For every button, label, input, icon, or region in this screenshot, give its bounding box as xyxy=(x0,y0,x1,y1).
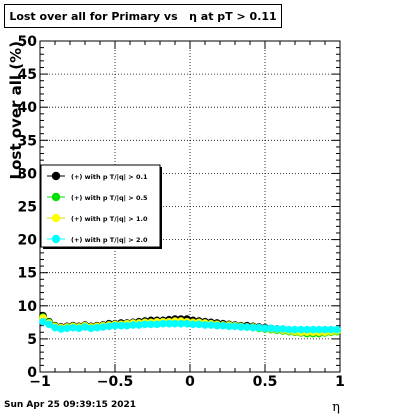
x-axis-label: η xyxy=(332,400,340,414)
legend-marker xyxy=(51,192,61,202)
y-tick-label: 15 xyxy=(18,266,37,282)
y-tick-label: 45 xyxy=(18,67,37,83)
legend-box xyxy=(40,164,161,248)
legend-label: (+) with p T/|q| > 1.0 xyxy=(71,215,148,224)
legend-shadow xyxy=(43,247,162,249)
x-tick-label: 0.5 xyxy=(253,374,278,390)
footer-timestamp: Sun Apr 25 09:39:15 2021 xyxy=(4,400,137,410)
legend-label: (+) with p T/|q| > 0.1 xyxy=(71,173,148,182)
legend: (+) with p T/|q| > 0.1 (+) with p T/|q| >… xyxy=(40,164,162,249)
legend-marker xyxy=(51,171,61,181)
data-point xyxy=(333,325,341,334)
chart-title-box: Lost over all for Primary vs η at pT > 0… xyxy=(4,4,282,28)
legend-label: (+) with p T/|q| > 0.5 xyxy=(71,194,148,203)
x-tick-label: 0 xyxy=(185,374,195,390)
legend-marker xyxy=(51,234,61,244)
y-tick-label: 10 xyxy=(18,299,38,315)
y-tick-label: 30 xyxy=(18,166,38,182)
legend-marker xyxy=(51,213,61,223)
series-group xyxy=(39,317,341,334)
x-tick-label: −1 xyxy=(29,374,50,390)
y-tick-label: 35 xyxy=(18,133,37,149)
y-axis-label: Lost over all (%) xyxy=(7,41,25,179)
y-tick-label: 50 xyxy=(18,34,38,50)
y-tick-label: 25 xyxy=(18,200,37,216)
legend-shadow xyxy=(160,167,162,249)
y-tick-label: 20 xyxy=(18,233,38,249)
y-tick-label: 5 xyxy=(27,332,37,348)
y-tick-label: 40 xyxy=(18,100,38,116)
x-tick-label: 1 xyxy=(335,374,345,390)
y-tick-label: 0 xyxy=(27,365,37,381)
chart-title: Lost over all for Primary vs η at pT > 0… xyxy=(9,10,277,23)
x-tick-label: −0.5 xyxy=(97,374,134,390)
legend-label: (+) with p T/|q| > 2.0 xyxy=(71,236,148,245)
data-point xyxy=(45,320,53,329)
